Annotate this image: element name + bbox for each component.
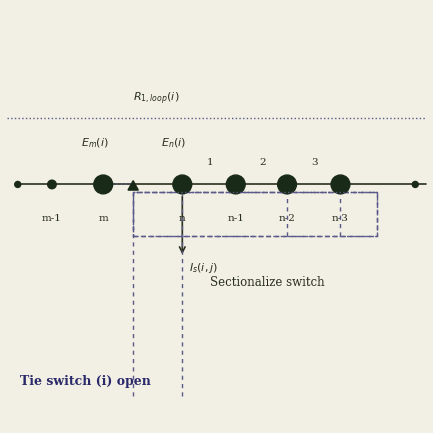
Circle shape (412, 181, 418, 187)
Polygon shape (335, 181, 346, 190)
Polygon shape (231, 181, 241, 190)
Text: m-1: m-1 (42, 214, 62, 223)
Circle shape (331, 175, 350, 194)
Text: m: m (98, 214, 108, 223)
Circle shape (15, 181, 21, 187)
Circle shape (94, 175, 113, 194)
Circle shape (173, 175, 192, 194)
Text: n: n (179, 214, 186, 223)
Text: n-1: n-1 (227, 214, 244, 223)
Text: n-2: n-2 (278, 214, 295, 223)
Bar (133, 192, 377, 236)
Text: 2: 2 (259, 158, 265, 167)
Text: $E_m(i)$: $E_m(i)$ (81, 137, 109, 150)
Text: Tie switch (i) open: Tie switch (i) open (20, 375, 151, 388)
Text: Sectionalize switch: Sectionalize switch (210, 276, 325, 289)
Text: 1: 1 (207, 158, 213, 167)
Polygon shape (177, 181, 187, 190)
Text: 3: 3 (311, 158, 318, 167)
Text: $I_s(i,j)$: $I_s(i,j)$ (189, 262, 218, 275)
Circle shape (226, 175, 245, 194)
Circle shape (278, 175, 297, 194)
Bar (133, 192, 377, 236)
Text: $R_{1,loop}(i)$: $R_{1,loop}(i)$ (133, 90, 180, 107)
Circle shape (48, 180, 56, 189)
Text: $E_n(i)$: $E_n(i)$ (161, 137, 186, 150)
Polygon shape (128, 181, 138, 190)
Text: n-3: n-3 (332, 214, 349, 223)
Polygon shape (282, 181, 292, 190)
